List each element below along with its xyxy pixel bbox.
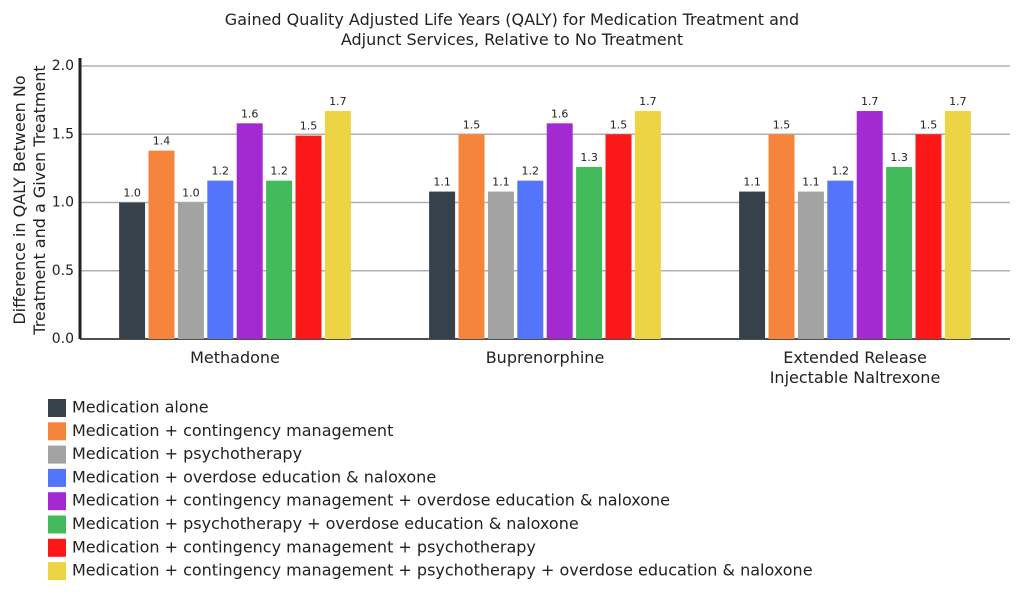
value-label: 1.1 (433, 176, 451, 189)
value-label: 1.2 (832, 165, 850, 178)
bar (177, 202, 204, 339)
bar (487, 191, 514, 339)
y-tick-label: 0.5 (52, 263, 74, 279)
x-tick-label: Buprenorphine (485, 348, 605, 367)
bar (148, 150, 175, 339)
bar (546, 123, 573, 339)
bar (827, 180, 854, 339)
bar (236, 123, 263, 339)
y-tick-label: 1.5 (52, 126, 74, 142)
value-label: 1.5 (300, 120, 318, 133)
bar (886, 167, 913, 339)
legend-swatch (48, 468, 66, 487)
bar (915, 134, 942, 339)
legend-label: Medication + contingency management + ps… (72, 561, 813, 580)
y-tick-label: 1.0 (52, 195, 74, 211)
bar (458, 134, 485, 339)
value-label: 1.5 (920, 118, 938, 131)
bar (634, 111, 661, 339)
legend-label: Medication + psychotherapy + overdose ed… (72, 514, 579, 533)
legend-swatch (48, 492, 66, 511)
legend-swatch (48, 562, 66, 581)
y-tick-label: 0.0 (52, 331, 74, 347)
value-label: 1.6 (551, 107, 569, 120)
bar (517, 180, 544, 339)
value-label: 1.2 (522, 165, 540, 178)
value-label: 1.3 (580, 151, 598, 164)
x-tick-label: Methadone (190, 348, 280, 367)
value-label: 1.1 (492, 176, 510, 189)
bar (739, 191, 766, 339)
legend-swatch (48, 515, 66, 534)
bar (605, 134, 632, 339)
y-tick-label: 2.0 (52, 58, 74, 74)
legend-swatch (48, 399, 66, 417)
x-tick-label: Extended Release Injectable Naltrexone (769, 348, 941, 387)
bar (207, 180, 234, 339)
value-label: 1.7 (949, 95, 967, 108)
value-label: 1.0 (123, 187, 141, 200)
value-label: 1.7 (639, 95, 657, 108)
value-label: 1.5 (463, 118, 481, 131)
value-label: 1.1 (802, 176, 820, 189)
bar (119, 202, 146, 339)
value-label: 1.5 (773, 118, 791, 131)
bar (324, 111, 351, 339)
value-label: 1.5 (610, 118, 628, 131)
value-label: 1.3 (890, 151, 908, 164)
bar (266, 180, 293, 339)
legend-label: Medication + contingency management + ps… (72, 537, 536, 556)
y-axis-label: Difference in QALY Between No Treatment … (10, 65, 49, 335)
value-label: 1.7 (329, 95, 347, 108)
value-label: 1.0 (182, 187, 200, 200)
value-label: 1.4 (153, 135, 171, 148)
legend-label: Medication + contingency management + ov… (72, 491, 670, 510)
legend-label: Medication + overdose education & naloxo… (72, 467, 436, 486)
legend-label: Medication + contingency management (72, 421, 393, 440)
bar (856, 111, 883, 339)
bar (944, 111, 971, 339)
legend-swatch (48, 538, 66, 557)
legend-swatch (48, 422, 66, 441)
legend-label: Medication + psychotherapy (72, 444, 302, 463)
bar (429, 191, 456, 339)
chart-title: Gained Quality Adjusted Life Years (QALY… (224, 10, 800, 49)
value-label: 1.6 (241, 107, 259, 120)
value-label: 1.7 (861, 95, 879, 108)
legend-swatch (48, 445, 66, 464)
value-label: 1.2 (212, 165, 230, 178)
bar (768, 134, 795, 339)
bar (797, 191, 824, 339)
bar (576, 167, 603, 339)
legend-label: Medication alone (72, 398, 209, 417)
bar (295, 135, 322, 339)
value-label: 1.1 (743, 176, 761, 189)
value-label: 1.2 (270, 165, 288, 178)
